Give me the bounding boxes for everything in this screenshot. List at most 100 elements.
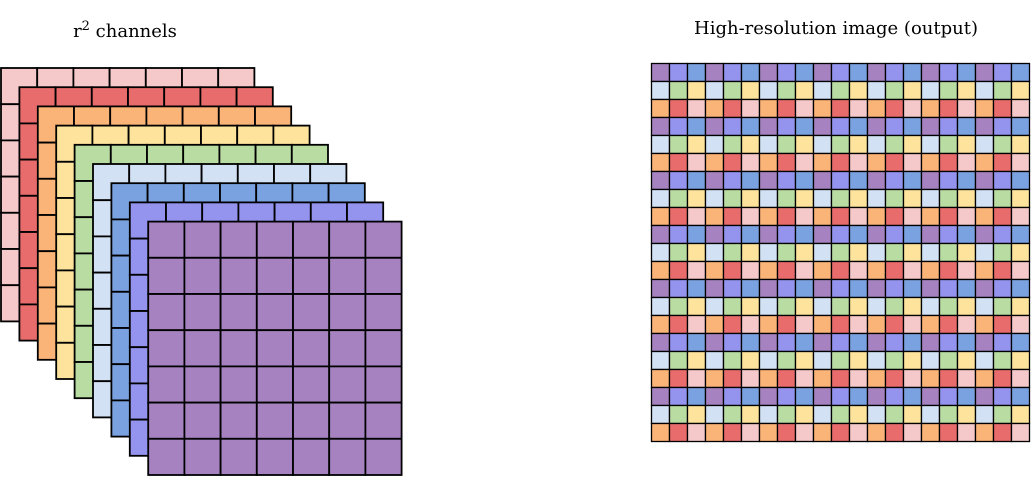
output-pixel — [902, 134, 923, 155]
output-pixel — [740, 350, 761, 371]
output-pixel — [920, 170, 941, 191]
channel-cell — [328, 329, 367, 368]
output-pixel — [938, 134, 959, 155]
output-pixel — [830, 170, 851, 191]
output-pixel — [668, 80, 689, 101]
output-pixel — [776, 98, 797, 119]
output-pixel — [776, 296, 797, 317]
output-pixel — [902, 152, 923, 173]
output-pixel — [740, 332, 761, 353]
output-pixel — [650, 350, 671, 371]
output-pixel — [938, 224, 959, 245]
output-pixel — [848, 260, 869, 281]
output-pixel — [1010, 260, 1031, 281]
output-pixel — [794, 404, 815, 425]
channel-cell — [147, 220, 186, 259]
output-pixel — [1010, 242, 1031, 263]
output-pixel — [650, 242, 671, 263]
output-pixel — [992, 98, 1013, 119]
output-pixel — [920, 188, 941, 209]
output-pixel — [704, 62, 725, 83]
output-pixel — [722, 278, 743, 299]
output-pixel — [722, 206, 743, 227]
channel-cell — [219, 256, 258, 295]
output-pixel — [794, 62, 815, 83]
channel-cell — [328, 437, 367, 476]
output-pixel — [758, 422, 779, 443]
output-pixel — [956, 116, 977, 137]
output-pixel — [812, 206, 833, 227]
output-pixel — [794, 116, 815, 137]
output-pixel — [686, 116, 707, 137]
output-pixel — [740, 314, 761, 335]
output-pixel — [722, 314, 743, 335]
output-pixel — [1010, 170, 1031, 191]
channel-cell — [328, 256, 367, 295]
output-pixel — [794, 206, 815, 227]
output-pixel — [722, 422, 743, 443]
output-caption: High-resolution image (output) — [694, 18, 978, 39]
output-pixel — [974, 152, 995, 173]
output-pixel — [902, 206, 923, 227]
output-pixel — [1010, 188, 1031, 209]
output-pixel — [956, 368, 977, 389]
output-pixel — [992, 206, 1013, 227]
output-pixel — [920, 242, 941, 263]
output-pixel — [704, 422, 725, 443]
output-pixel — [920, 296, 941, 317]
output-pixel — [812, 242, 833, 263]
output-pixel — [758, 296, 779, 317]
output-pixel — [740, 224, 761, 245]
output-pixel — [830, 206, 851, 227]
output-pixel — [920, 332, 941, 353]
channel-cell — [364, 329, 403, 368]
output-pixel — [830, 368, 851, 389]
output-pixel — [938, 260, 959, 281]
output-pixel — [668, 170, 689, 191]
output-pixel — [758, 134, 779, 155]
output-pixel — [722, 62, 743, 83]
output-pixel — [686, 296, 707, 317]
output-pixel — [866, 62, 887, 83]
output-pixel — [902, 332, 923, 353]
output-pixel — [812, 278, 833, 299]
output-pixel — [902, 80, 923, 101]
output-pixel — [650, 98, 671, 119]
output-pixel — [884, 314, 905, 335]
output-pixel — [992, 260, 1013, 281]
output-pixel — [938, 368, 959, 389]
output-pixel — [866, 386, 887, 407]
output-pixel — [920, 62, 941, 83]
output-pixel — [938, 206, 959, 227]
output-pixel — [794, 188, 815, 209]
output-pixel — [668, 242, 689, 263]
output-pixel — [794, 314, 815, 335]
output-pixel — [902, 170, 923, 191]
output-pixel — [758, 260, 779, 281]
output-pixel — [866, 404, 887, 425]
channel-cell — [183, 437, 222, 476]
output-pixel — [992, 116, 1013, 137]
output-pixel — [1010, 152, 1031, 173]
output-pixel — [776, 332, 797, 353]
output-pixel — [686, 332, 707, 353]
output-pixel — [686, 188, 707, 209]
output-pixel — [974, 80, 995, 101]
output-pixel — [956, 152, 977, 173]
output-pixel — [902, 368, 923, 389]
output-pixel — [848, 422, 869, 443]
output-pixel — [686, 314, 707, 335]
output-pixel — [938, 332, 959, 353]
output-pixel — [884, 332, 905, 353]
output-pixel — [740, 152, 761, 173]
output-pixel — [776, 62, 797, 83]
output-pixel — [956, 62, 977, 83]
output-pixel — [686, 386, 707, 407]
output-pixel — [884, 404, 905, 425]
output-pixel — [848, 206, 869, 227]
output-pixel — [866, 332, 887, 353]
output-pixel — [722, 260, 743, 281]
output-pixel — [740, 188, 761, 209]
output-pixel — [902, 116, 923, 137]
output-pixel — [956, 224, 977, 245]
